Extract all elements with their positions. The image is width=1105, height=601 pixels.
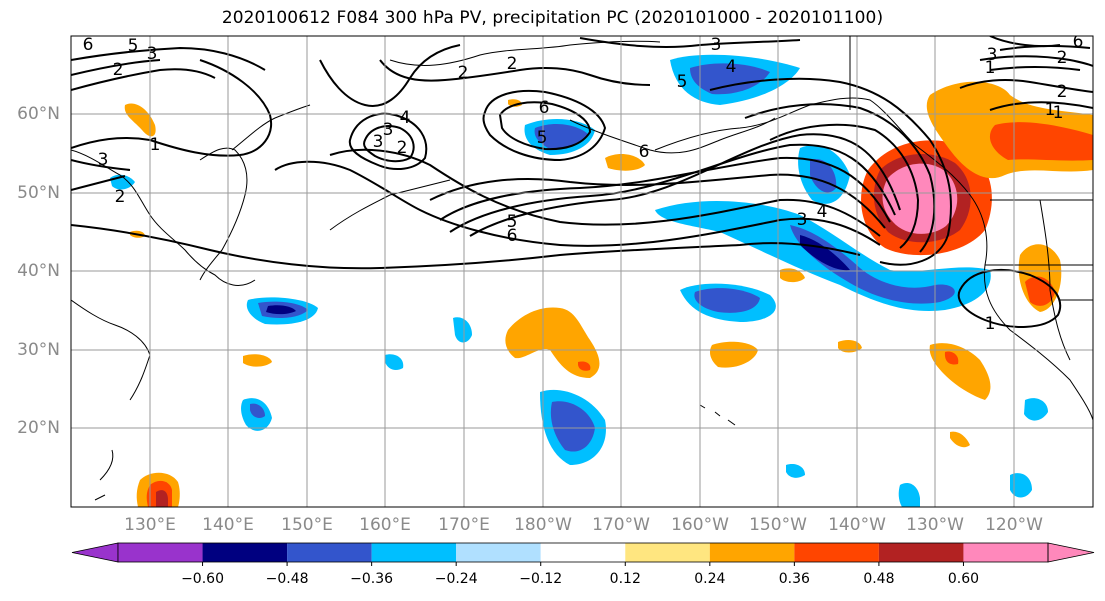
pv-contour-label: 2 [1057,48,1068,68]
colorbar-cell [963,543,1048,562]
colorbar-cell [878,543,964,562]
colorbar-cell [625,543,710,562]
pv-contour-label: 3 [98,150,109,170]
pv-contour-label: 2 [1057,82,1068,102]
longitude-label: 130°E [124,515,176,535]
colorbar-cell [371,543,457,562]
longitude-label: 170°W [592,515,650,535]
colorbar-cell [794,543,879,562]
colorbar-tick-label: −0.24 [434,571,478,587]
pv-contour-label: 2 [113,60,124,80]
pv-contour-label: 5 [537,128,548,148]
longitude-label: 170°E [438,515,490,535]
chart-title: 2020100612 F084 300 hPa PV, precipitatio… [221,8,884,28]
colorbar-cell [709,543,795,562]
colorbar-cell [540,543,626,562]
longitude-label: 120°W [985,515,1043,535]
pv-contour-label: 5 [507,212,518,232]
pv-contour-label: 3 [383,120,394,140]
longitude-label: 180°W [514,515,572,535]
pv-contour-label: 3 [711,35,722,55]
colorbar-tick-label: −0.60 [181,571,224,587]
colorbar-tick-label: −0.12 [519,571,563,587]
colorbar-frame [117,542,1049,563]
pv-contour-label: 6 [539,98,550,118]
longitude-label: 160°W [671,515,729,535]
longitude-label: 150°W [749,515,807,535]
pv-contour-label: 3 [373,132,384,152]
pv-contour-label: 4 [726,57,737,77]
colorbar-tick-label: −0.48 [265,571,309,587]
colorbar-tick-label: 0.48 [863,571,895,587]
pv-contour-label: 6 [1073,32,1084,52]
pv-contour-label: 4 [400,108,411,128]
pv-contour-label: 1 [985,58,996,78]
colorbar-tick-label: 0.24 [694,571,726,587]
pv-contour-label: 1 [985,314,996,334]
colorbar-extend-high [1047,542,1095,563]
pv-contour-label: 2 [397,138,408,158]
pv-contour-label: 6 [639,142,650,162]
colorbar-tick-label: −0.36 [350,571,394,587]
longitude-label: 140°W [828,515,886,535]
pv-contour-label: 5 [677,72,688,92]
longitude-label: 130°W [906,515,964,535]
pv-contour-label: 2 [507,54,518,74]
colorbar-tick-label: 0.12 [609,571,641,587]
colorbar-cell [118,543,203,562]
coastlines [71,36,1093,501]
pv-contour-label: 1 [1053,103,1064,123]
latitude-label: 50°N [17,183,60,203]
pv-contour-label: 3 [147,44,158,64]
colorbar-tick-label: 0.60 [947,571,980,587]
pv-contour-label: 1 [150,135,161,155]
colorbar-tick-label: 0.36 [778,571,810,587]
pv-contours [71,36,1093,328]
pv-contour-label: 6 [507,226,518,246]
latitude-label: 20°N [17,418,60,438]
latitude-label: 40°N [17,261,60,281]
pv-contour-label: 3 [987,45,998,65]
colorbar-cell [287,543,372,562]
pv-contour-label: 1 [1045,100,1056,120]
pv-contour-label: 2 [115,187,126,207]
latitude-label: 30°N [17,340,60,360]
pv-contour-label: 6 [83,35,94,55]
latitude-label: 60°N [17,104,60,124]
pv-contour-label: 4 [817,202,828,222]
pv-contour-label: 2 [458,63,469,83]
pv-contour-label: 3 [797,210,808,230]
longitude-label: 150°E [281,515,333,535]
colorbar-cell [202,543,288,562]
pv-contour-label: 5 [128,36,139,56]
gridlines [71,36,1093,507]
map-frame [70,35,1094,508]
colorbar-cell [456,543,541,562]
longitude-label: 140°E [202,515,254,535]
longitude-label: 160°E [359,515,411,535]
colorbar-extend-low [71,542,119,563]
